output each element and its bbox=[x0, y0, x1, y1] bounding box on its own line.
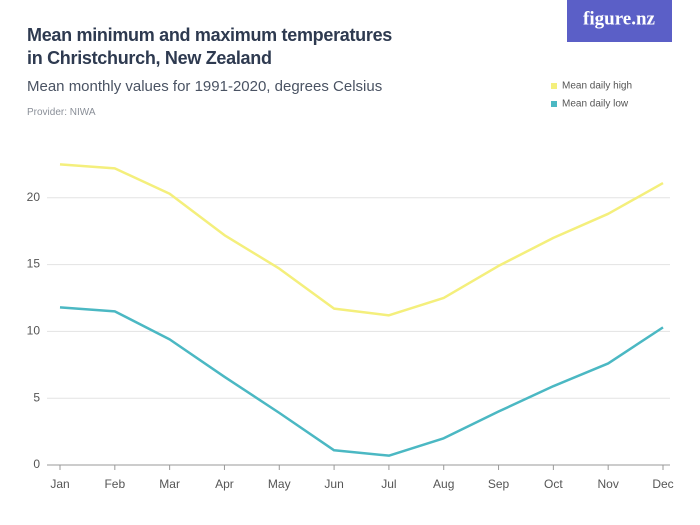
legend-swatch bbox=[551, 83, 557, 89]
x-tick-label: Jul bbox=[381, 477, 396, 491]
y-tick-label: 20 bbox=[27, 190, 41, 204]
chart-subtitle: Mean monthly values for 1991-2020, degre… bbox=[27, 78, 383, 95]
logo: figure.nz bbox=[583, 8, 656, 29]
y-tick-label: 0 bbox=[33, 457, 40, 471]
x-tick-label: Jan bbox=[50, 477, 69, 491]
x-tick-label: Mar bbox=[159, 477, 180, 491]
legend-label: Mean daily low bbox=[562, 99, 629, 110]
x-tick-label: Aug bbox=[433, 477, 454, 491]
x-tick-label: Jun bbox=[324, 477, 343, 491]
y-tick-label: 5 bbox=[33, 390, 40, 404]
legend-swatch bbox=[551, 101, 557, 107]
x-tick-label: Feb bbox=[104, 477, 125, 491]
source: Provider: NIWA bbox=[27, 107, 96, 118]
x-tick-label: Apr bbox=[215, 477, 234, 491]
x-tick-label: May bbox=[268, 477, 291, 491]
series-line bbox=[59, 163, 664, 317]
x-tick-label: Dec bbox=[652, 477, 673, 491]
legend-label: Mean daily high bbox=[562, 81, 632, 92]
x-tick-label: Sep bbox=[488, 477, 510, 491]
y-tick-label: 15 bbox=[27, 257, 41, 271]
chart-title: Mean minimum and maximum temperatures in… bbox=[27, 25, 393, 68]
y-tick-label: 10 bbox=[27, 324, 41, 338]
x-tick-label: Nov bbox=[598, 477, 619, 491]
series-line bbox=[59, 306, 664, 457]
x-tick-label: Oct bbox=[544, 477, 563, 491]
logo-box bbox=[567, 0, 672, 42]
